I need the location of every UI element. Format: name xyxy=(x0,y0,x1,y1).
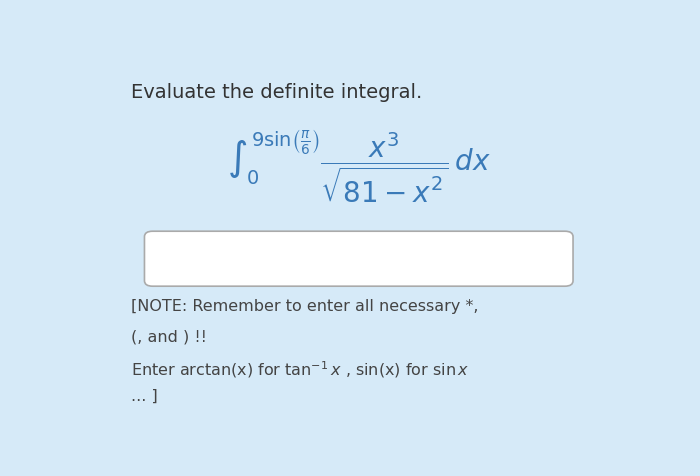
FancyBboxPatch shape xyxy=(144,231,573,286)
Text: Evaluate the definite integral.: Evaluate the definite integral. xyxy=(131,83,422,102)
Text: ... ]: ... ] xyxy=(131,389,158,404)
Text: Enter arctan(x) for $\mathrm{tan}^{-1}\,x$ , sin(x) for $\sin x$: Enter arctan(x) for $\mathrm{tan}^{-1}\,… xyxy=(131,359,469,380)
Text: $\int_0^{9\sin\!\left(\frac{\pi}{6}\right)}\dfrac{x^3}{\sqrt{81-x^2}}\,dx$: $\int_0^{9\sin\!\left(\frac{\pi}{6}\righ… xyxy=(227,129,491,205)
Text: [NOTE: Remember to enter all necessary *,: [NOTE: Remember to enter all necessary *… xyxy=(131,299,478,314)
Text: (, and ) !!: (, and ) !! xyxy=(131,329,206,344)
